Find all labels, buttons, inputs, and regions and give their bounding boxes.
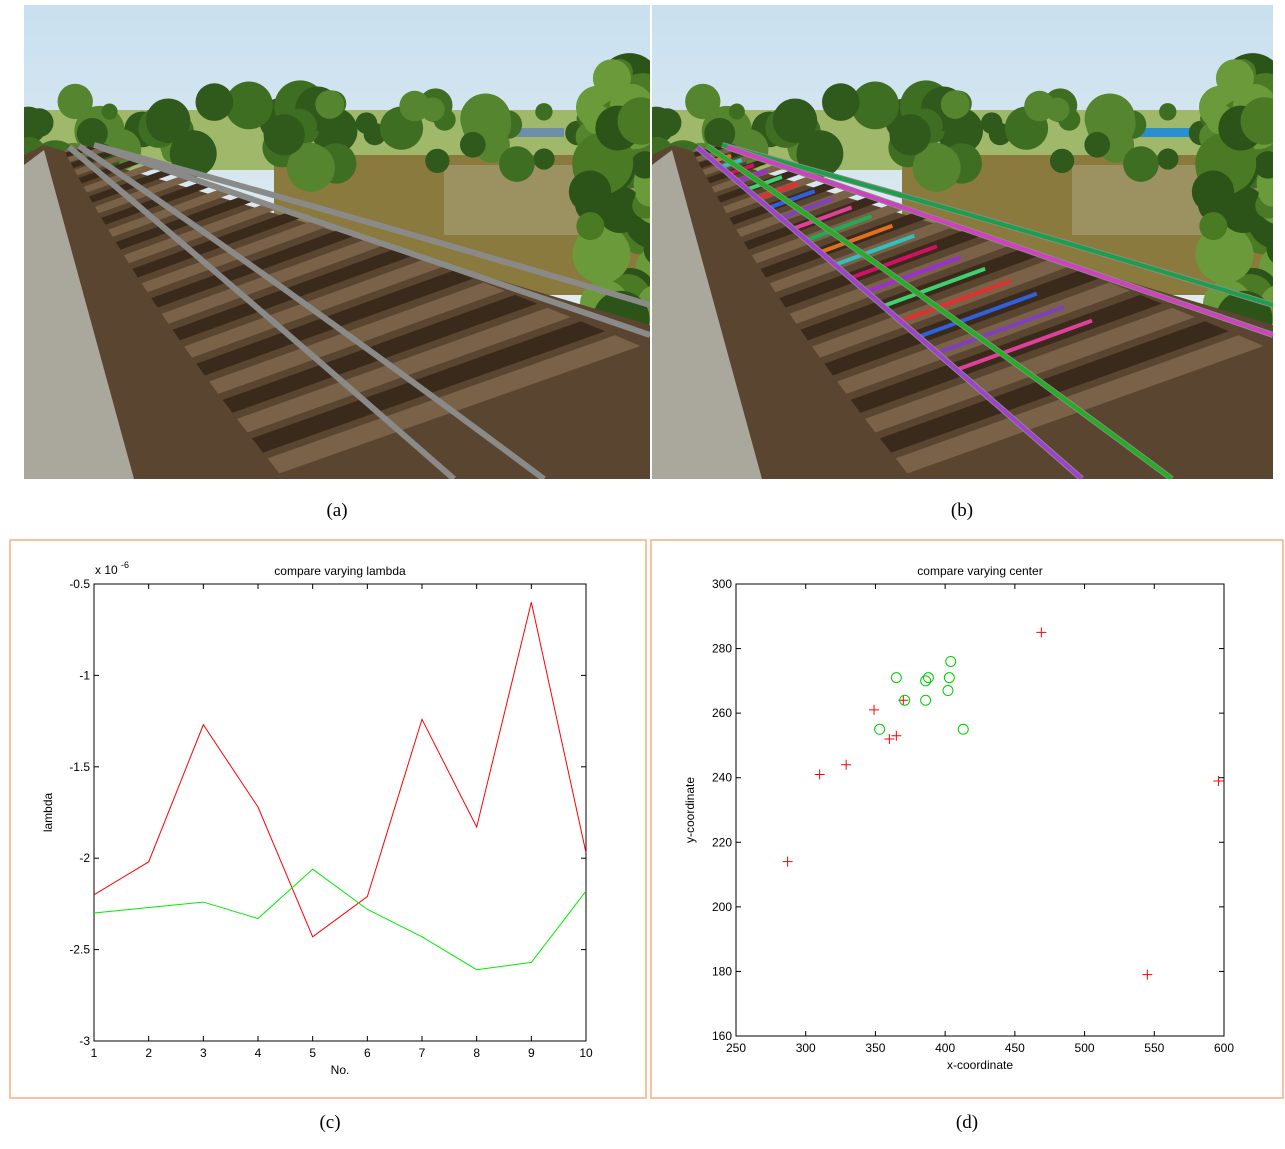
axis-multiplier: x 10 [95, 563, 118, 577]
x-tick-label: 6 [364, 1046, 371, 1060]
photo [638, 5, 1285, 479]
tree [460, 132, 486, 158]
y-tick-label: -2 [79, 851, 90, 865]
x-tick-label: 8 [473, 1046, 480, 1060]
chart-title: compare varying lambda [274, 564, 406, 578]
caption: (a) [326, 500, 347, 521]
y-tick-label: -1 [79, 668, 90, 682]
y-tick-label: 260 [712, 706, 732, 720]
x-tick-label: 400 [935, 1041, 955, 1055]
x-tick-label: 300 [796, 1041, 816, 1055]
x-tick-label: 1 [91, 1046, 98, 1060]
tree [1275, 201, 1285, 241]
x-tick-label: 5 [309, 1046, 316, 1060]
tree [1192, 170, 1234, 212]
tree [1274, 72, 1285, 112]
y-axis-label: lambda [41, 792, 55, 832]
x-tick-label: 2 [145, 1046, 152, 1060]
y-axis-label: y-coordinate [683, 777, 697, 843]
x-tick-label: 600 [1214, 1041, 1234, 1055]
tree [264, 114, 305, 155]
y-tick-label: 160 [712, 1029, 732, 1043]
x-tick-label: 4 [255, 1046, 262, 1060]
chart-title: compare varying center [917, 564, 1042, 578]
tree [499, 146, 535, 182]
tree [1050, 149, 1074, 173]
tree [889, 114, 930, 155]
y-tick-label: -1.5 [69, 760, 90, 774]
x-tick-label: 7 [419, 1046, 426, 1060]
x-tick-label: 10 [579, 1046, 593, 1060]
tree [146, 98, 190, 142]
x-axis-label: No. [331, 1063, 350, 1077]
tree [1277, 166, 1285, 193]
y-tick-label: -0.5 [69, 577, 90, 591]
tree [822, 83, 860, 121]
axis-multiplier-exponent: -6 [121, 560, 129, 570]
plot-area [736, 584, 1224, 1036]
tree [1254, 151, 1281, 178]
tree [1273, 292, 1285, 331]
x-tick-label: 450 [1005, 1041, 1025, 1055]
tree [729, 104, 745, 120]
y-tick-label: 240 [712, 771, 732, 785]
y-tick-label: -3 [79, 1034, 90, 1048]
caption: (c) [319, 1112, 340, 1133]
y-tick-label: 200 [712, 900, 732, 914]
photo [10, 5, 696, 479]
tree [981, 112, 1003, 134]
x-tick-label: 550 [1144, 1041, 1164, 1055]
y-tick-label: 220 [712, 835, 732, 849]
plot-area [94, 584, 586, 1041]
tree [576, 212, 604, 240]
tree [425, 149, 449, 173]
tree [1123, 146, 1159, 182]
tree [535, 103, 552, 120]
x-tick-label: 500 [1075, 1041, 1095, 1055]
tree [315, 90, 344, 119]
tree [569, 170, 611, 212]
tree [1281, 205, 1285, 242]
tree [533, 148, 554, 169]
page: (a) (b) (c) (d) 1 2 3 4 5 6 7 8 9 10 -3 -2.5 -2 -1.5 -… [0, 0, 1285, 1149]
tree [773, 98, 817, 142]
tree [941, 90, 970, 119]
tree [1084, 132, 1110, 158]
tree [692, 93, 715, 116]
tree [356, 112, 378, 134]
tree [1157, 148, 1178, 169]
tree [196, 83, 234, 121]
y-tick-label: 300 [712, 577, 732, 591]
tree [65, 93, 88, 116]
tree [1199, 212, 1227, 240]
tree [1159, 103, 1176, 120]
tree [1278, 253, 1285, 293]
x-tick-label: 9 [528, 1046, 535, 1060]
x-tick-label: 250 [726, 1041, 746, 1055]
y-tick-label: 180 [712, 964, 732, 978]
x-axis-label: x-coordinate [947, 1058, 1013, 1072]
caption: (d) [956, 1112, 978, 1133]
x-tick-label: 350 [865, 1041, 885, 1055]
tree [399, 91, 430, 122]
y-tick-label: -2.5 [69, 943, 90, 957]
tree [1024, 91, 1055, 122]
figure: (a) (b) (c) (d) 1 2 3 4 5 6 7 8 9 10 -3 -2.5 -2 -1.5 -… [0, 0, 1285, 1149]
x-tick-label: 3 [200, 1046, 207, 1060]
tree [102, 104, 118, 120]
tree [1276, 138, 1285, 172]
y-tick-label: 280 [712, 642, 732, 656]
caption: (b) [951, 500, 973, 521]
